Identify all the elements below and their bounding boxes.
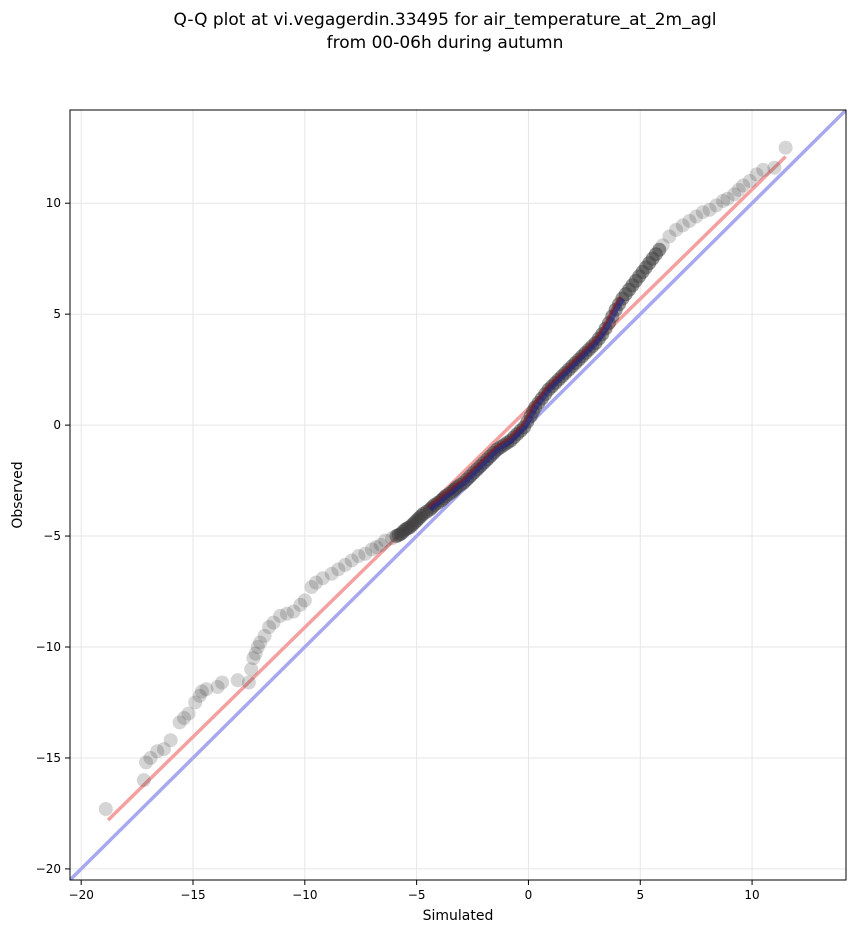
- data-point-33: [315, 571, 330, 586]
- y-tick-label-2: −10: [36, 640, 61, 654]
- x-tick-label-4: 0: [525, 888, 533, 902]
- chart-subtitle: from 00-06h during autumn: [327, 33, 564, 53]
- data-point-105: [767, 160, 782, 175]
- data-point-34: [324, 566, 339, 581]
- data-point-97: [716, 193, 731, 208]
- data-point-25: [266, 615, 281, 630]
- data-point-11: [192, 688, 207, 703]
- data-point-99: [727, 187, 742, 202]
- x-tick-label-3: −5: [408, 888, 426, 902]
- data-point-17: [241, 675, 256, 690]
- data-point-90: [669, 222, 684, 237]
- data-point-18: [244, 662, 259, 677]
- overlay-blue-trace: [427, 297, 625, 512]
- data-point-41: [369, 540, 384, 555]
- data-point-16: [230, 673, 245, 688]
- plot-frame: [69, 109, 847, 881]
- data-point-100: [731, 182, 746, 197]
- data-point-21: [250, 640, 265, 655]
- data-point-9: [181, 706, 196, 721]
- data-point-94: [695, 205, 710, 220]
- data-point-101: [736, 178, 751, 193]
- data-point-19: [246, 651, 261, 666]
- data-point-28: [286, 604, 301, 619]
- data-point-12: [194, 684, 209, 699]
- data-point-20: [248, 646, 263, 661]
- data-point-22: [253, 635, 268, 650]
- data-point-2: [139, 755, 154, 770]
- data-point-37: [344, 553, 359, 568]
- y-tick-label-4: 0: [53, 418, 61, 432]
- data-point-40: [364, 542, 379, 557]
- chart-title: Q-Q plot at vi.vegagerdin.33495 for air_…: [173, 10, 716, 30]
- data-point-3: [143, 750, 158, 765]
- data-point-31: [304, 580, 319, 595]
- data-point-14: [210, 679, 225, 694]
- y-axis-ticks: −20 −15 −10 −5 0 5 10: [36, 196, 70, 876]
- y-tick-label-3: −5: [43, 529, 61, 543]
- center-overlay: [426, 295, 625, 512]
- data-point-fill-87: [652, 242, 667, 257]
- data-point-42: [373, 537, 388, 552]
- y-tick-label-5: 5: [53, 307, 61, 321]
- data-point-6: [163, 733, 178, 748]
- data-point-102: [742, 174, 757, 189]
- data-point-89: [662, 229, 677, 244]
- data-point-35: [331, 562, 346, 577]
- data-point-4: [150, 744, 165, 759]
- y-tick-label-6: 10: [46, 196, 61, 210]
- data-point-30: [297, 593, 312, 608]
- data-point-103: [749, 167, 764, 182]
- x-axis-ticks: −20 −15 −10 −5 0 5 10: [69, 880, 760, 902]
- data-point-15: [215, 675, 230, 690]
- data-point-7: [172, 715, 187, 730]
- grid: [70, 110, 846, 880]
- data-point-23: [257, 628, 272, 643]
- data-point-27: [279, 606, 294, 621]
- data-point-32: [308, 575, 323, 590]
- overlay-red-trace: [426, 295, 622, 509]
- x-tick-label-1: −15: [180, 888, 205, 902]
- y-tick-label-0: −20: [36, 862, 61, 876]
- x-tick-label-5: 5: [636, 888, 644, 902]
- data-point-8: [177, 711, 192, 726]
- data-point-38: [351, 549, 366, 564]
- x-tick-label-6: 10: [744, 888, 759, 902]
- data-point-26: [273, 608, 288, 623]
- x-tick-label-0: −20: [69, 888, 94, 902]
- y-axis-label: Observed: [10, 461, 26, 528]
- data-point-96: [709, 198, 724, 213]
- data-points: [98, 140, 793, 816]
- data-point-93: [689, 209, 704, 224]
- data-point-88: [655, 238, 670, 253]
- x-axis-label: Simulated: [423, 908, 494, 924]
- data-point-1: [136, 773, 151, 788]
- data-point-13: [199, 682, 214, 697]
- data-point-5: [156, 742, 171, 757]
- y-tick-label-1: −15: [36, 751, 61, 765]
- data-point-91: [675, 218, 690, 233]
- data-point-106: [778, 140, 793, 155]
- data-point-36: [338, 557, 353, 572]
- data-point-98: [720, 191, 735, 206]
- data-point-43: [378, 533, 393, 548]
- data-point-39: [358, 546, 373, 561]
- x-tick-label-2: −10: [292, 888, 317, 902]
- data-point-92: [682, 213, 697, 228]
- data-point-10: [188, 695, 203, 710]
- data-point-104: [756, 162, 771, 177]
- data-point-29: [293, 597, 308, 612]
- data-point-0: [98, 801, 113, 816]
- data-point-95: [702, 202, 717, 217]
- data-point-24: [262, 620, 277, 635]
